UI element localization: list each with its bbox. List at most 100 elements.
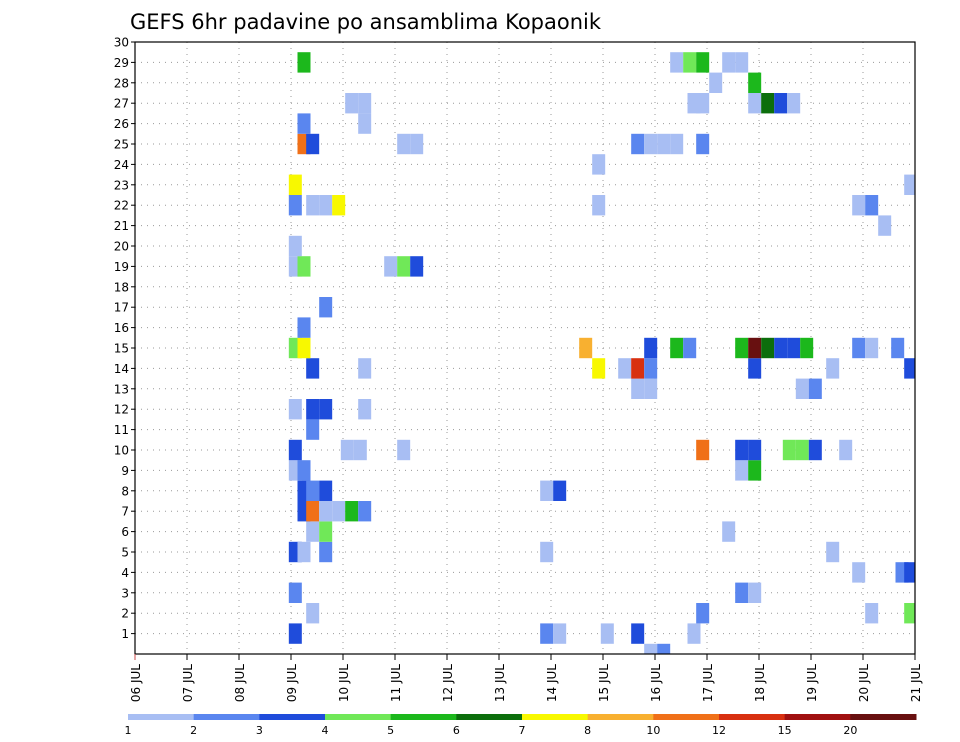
y-tick-label: 4 <box>121 566 129 580</box>
precip-cell <box>865 195 879 216</box>
y-tick-label: 7 <box>121 505 129 519</box>
precip-cell <box>644 643 658 654</box>
legend-swatch <box>653 714 720 720</box>
chart-title: GEFS 6hr padavine po ansamblima Kopaonik <box>130 10 602 34</box>
y-tick-label: 6 <box>121 525 129 539</box>
y-tick-label: 20 <box>114 240 129 254</box>
precip-cell <box>540 623 554 644</box>
precip-cell <box>904 603 915 624</box>
precip-cell <box>332 501 346 522</box>
precip-cell <box>696 133 710 155</box>
x-tick-label: 07 JUL <box>181 664 195 702</box>
precip-cell <box>826 358 840 379</box>
legend-swatch <box>784 714 851 720</box>
x-tick-label: 17 JUL <box>701 664 715 702</box>
precip-cell <box>795 439 809 461</box>
y-tick-label: 11 <box>114 423 129 437</box>
precip-cell <box>735 337 749 359</box>
precip-cell <box>553 480 567 501</box>
precip-cell <box>288 195 302 216</box>
y-tick-label: 18 <box>114 280 129 294</box>
precip-cell <box>600 623 614 644</box>
precip-cell <box>722 521 736 542</box>
precip-cell <box>761 93 775 114</box>
precip-cell <box>696 439 710 461</box>
precip-cell <box>306 399 320 420</box>
precip-cell <box>358 358 372 379</box>
precip-cell <box>631 358 645 379</box>
precip-cell <box>306 195 320 216</box>
precip-cell <box>319 480 333 501</box>
x-axis: 06 JUL 07 JUL 08 JUL 09 JUL 10 JUL 11 JUL 12 J… <box>129 654 923 702</box>
precip-cell <box>631 623 645 644</box>
y-tick-label: 14 <box>114 362 129 376</box>
precip-cell <box>410 133 424 155</box>
legend-label: 15 <box>778 724 792 737</box>
precip-cell <box>644 358 658 379</box>
precip-cell <box>904 562 915 583</box>
precip-cell <box>288 399 302 420</box>
legend-swatch <box>193 714 260 720</box>
y-tick-label: 28 <box>114 76 129 90</box>
precip-cell <box>618 358 632 379</box>
precip-cell <box>319 297 333 318</box>
precip-cell <box>288 582 302 603</box>
y-tick-label: 19 <box>114 260 129 274</box>
precip-cell <box>358 93 372 114</box>
precip-cell <box>808 378 822 399</box>
precip-cell <box>826 541 840 563</box>
precip-cell <box>782 439 796 461</box>
legend-swatch <box>719 714 786 720</box>
precip-cell <box>397 439 411 461</box>
precip-cell <box>288 623 302 644</box>
legend-label: 2 <box>190 724 197 737</box>
precip-cell <box>839 439 853 461</box>
precip-cell <box>345 501 359 522</box>
precip-cell <box>319 521 333 542</box>
precip-cell <box>397 256 411 277</box>
precip-cell <box>592 195 606 216</box>
precip-cell <box>748 358 762 379</box>
y-tick-label: 16 <box>114 321 129 335</box>
precip-cell <box>297 460 311 481</box>
precip-cell <box>774 93 788 114</box>
precip-cell <box>808 439 822 461</box>
precip-cell <box>306 480 320 501</box>
x-tick-label: 13 JUL <box>493 664 507 702</box>
precip-cell <box>397 133 411 155</box>
precip-cell <box>332 195 346 216</box>
precip-cell <box>735 582 749 603</box>
x-tick-label: 15 JUL <box>597 664 611 702</box>
precip-cell <box>800 337 814 359</box>
precip-cell <box>553 623 567 644</box>
y-tick-label: 24 <box>114 158 129 172</box>
precip-cell <box>288 439 302 461</box>
y-tick-label: 10 <box>114 444 129 458</box>
precip-cell <box>297 113 311 134</box>
y-tick-label: 21 <box>114 219 129 233</box>
precip-cell <box>631 133 645 155</box>
precip-cell <box>592 154 606 175</box>
precip-cell <box>748 72 762 93</box>
y-tick-label: 26 <box>114 117 129 131</box>
precip-cell <box>358 501 372 522</box>
precip-cell <box>735 52 749 73</box>
legend-label: 12 <box>712 724 726 737</box>
precip-cell <box>696 603 710 624</box>
precip-cell <box>631 378 645 399</box>
precip-cell <box>891 337 905 359</box>
precip-cell <box>644 337 658 359</box>
legend-label: 4 <box>322 724 329 737</box>
precip-cell <box>722 52 736 73</box>
y-tick-label: 3 <box>121 586 129 600</box>
precip-cell <box>761 337 775 359</box>
x-tick-label: 09 JUL <box>285 664 299 702</box>
x-tick-label: 12 JUL <box>441 664 455 702</box>
precip-cell <box>683 337 697 359</box>
precip-cell <box>904 174 915 195</box>
precip-cell <box>683 52 697 73</box>
precip-cell <box>644 133 658 155</box>
precip-cell <box>852 562 866 583</box>
precip-cell <box>852 337 866 359</box>
